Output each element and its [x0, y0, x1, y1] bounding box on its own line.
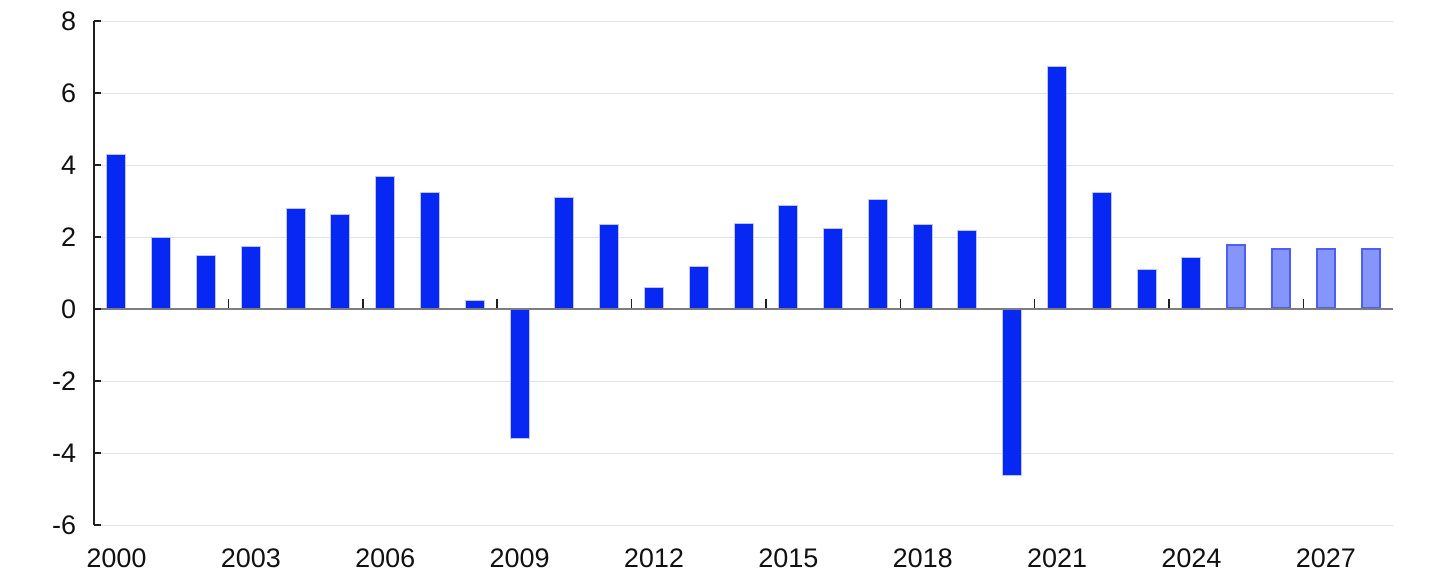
y-axis-label--2: -2	[51, 366, 76, 396]
x-axis-label-2006: 2006	[355, 543, 416, 573]
bar-2004	[285, 208, 306, 309]
bar-2021	[1047, 66, 1068, 309]
bar-2006	[375, 175, 396, 309]
gridline-y-6	[94, 92, 1393, 94]
bar-2005	[330, 213, 351, 309]
y-axis-tick-6	[94, 92, 101, 94]
x-axis-label-2027: 2027	[1295, 543, 1356, 573]
y-axis-tick-4	[94, 164, 101, 166]
y-axis-label-0: 0	[60, 294, 76, 324]
y-axis-label-4: 4	[60, 150, 76, 180]
bar-2025	[1226, 244, 1247, 309]
y-axis-label--4: -4	[51, 438, 76, 468]
bar-2024	[1181, 256, 1202, 309]
y-axis-label-6: 6	[60, 78, 76, 108]
x-axis-label-2012: 2012	[623, 543, 684, 573]
gridline-y-4	[94, 164, 1393, 166]
y-axis-label--6: -6	[51, 510, 76, 540]
bar-2010	[554, 197, 575, 309]
y-axis-tick--4	[94, 452, 101, 454]
bar-2002	[195, 255, 216, 309]
bar-2018	[912, 224, 933, 309]
x-axis-tick-2021	[1033, 299, 1036, 308]
y-axis-tick-2	[94, 236, 101, 238]
bar-2019	[957, 229, 978, 309]
x-axis-tick-2015	[765, 299, 767, 308]
x-axis-label-2021: 2021	[1027, 543, 1088, 573]
gridline-y--4	[94, 452, 1393, 454]
bar-2016	[823, 228, 844, 309]
y-axis-label-2: 2	[60, 222, 76, 252]
bar-2028	[1360, 247, 1381, 309]
x-axis-tick-2006	[362, 299, 364, 308]
bar-2015	[778, 204, 799, 309]
bar-2001	[151, 237, 172, 309]
bar-2000	[106, 154, 127, 309]
y-axis-line	[93, 21, 95, 525]
bar-2027	[1315, 247, 1336, 309]
y-axis-label-8: 8	[60, 6, 76, 36]
y-axis-tick-8	[94, 20, 101, 22]
x-axis-label-2003: 2003	[220, 543, 281, 573]
gridline-y--6	[94, 524, 1393, 526]
gridline-y--2	[94, 380, 1393, 382]
bar-2022	[1091, 192, 1112, 309]
x-axis-tick-2003	[227, 299, 230, 308]
y-axis-tick-0	[94, 308, 101, 310]
bar-2007	[419, 192, 440, 309]
x-axis-tick-2012	[630, 299, 633, 308]
bar-2009	[509, 309, 530, 439]
x-axis-label-2024: 2024	[1161, 543, 1222, 573]
x-axis-label-2018: 2018	[892, 543, 953, 573]
bar-2013	[688, 265, 709, 309]
x-axis-tick-2027	[1302, 299, 1305, 308]
bar-2012	[643, 287, 664, 309]
y-axis-tick--2	[94, 380, 101, 382]
x-axis-label-2000: 2000	[86, 543, 147, 573]
x-axis-label-2015: 2015	[758, 543, 819, 573]
bar-2011	[599, 224, 620, 309]
y-axis-tick--6	[94, 524, 101, 526]
bar-2014	[733, 222, 754, 309]
x-axis-tick-2024	[1168, 299, 1170, 308]
zero-line	[94, 308, 1393, 310]
x-axis-tick-2018	[899, 299, 902, 308]
bar-2017	[867, 199, 888, 309]
bar-2023	[1136, 269, 1157, 309]
bar-2003	[240, 246, 261, 309]
bar-2026	[1271, 247, 1292, 309]
bar-2020	[1002, 309, 1023, 477]
x-axis-label-2009: 2009	[489, 543, 550, 573]
x-axis-tick-2009	[496, 299, 498, 308]
gridline-y-8	[94, 20, 1393, 22]
